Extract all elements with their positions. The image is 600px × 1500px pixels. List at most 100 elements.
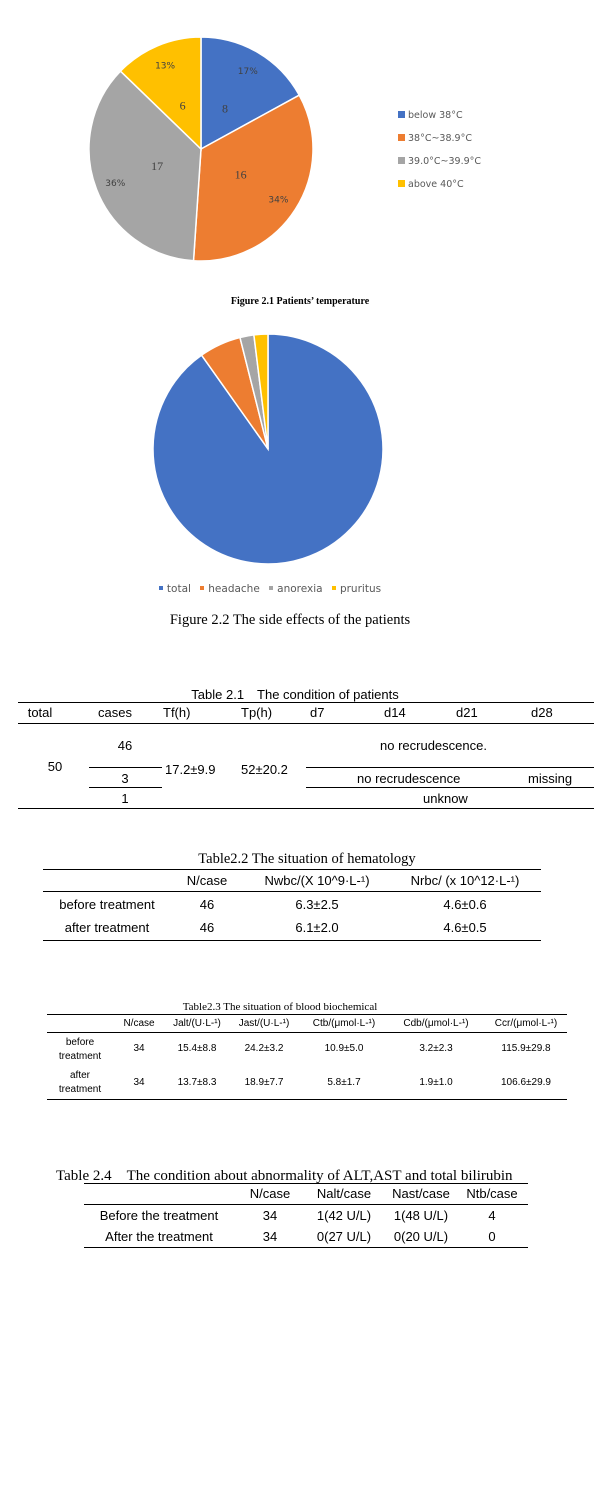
cell-ctb: 5.8±1.7 bbox=[327, 1077, 361, 1088]
cell-tp: 52±20.2 bbox=[241, 762, 288, 777]
status-rule-2 bbox=[306, 787, 594, 788]
legend-label: anorexia bbox=[277, 583, 323, 595]
pie-slice-above-40-c bbox=[119, 36, 202, 151]
legend-item-pruritus: pruritus bbox=[331, 583, 382, 595]
cell-cdb: 3.2±2.3 bbox=[419, 1043, 453, 1054]
cell-jast: 18.9±7.7 bbox=[244, 1077, 284, 1088]
cases-rule-2 bbox=[89, 787, 162, 788]
table-2-4: Table 2.4 The condition about abnormalit… bbox=[56, 1168, 528, 1248]
cell-nrbc: 4.6±0.5 bbox=[443, 920, 487, 935]
legend-item-headache: headache bbox=[200, 583, 260, 595]
cell-jalt: 13.7±8.3 bbox=[177, 1077, 217, 1088]
row-label: before treatment bbox=[59, 897, 155, 912]
header-ccr: Ccr/(μmol·L-¹) bbox=[494, 1018, 558, 1029]
cell-nwbc: 6.1±2.0 bbox=[295, 920, 339, 935]
cell-cases-1: 46 bbox=[117, 738, 133, 753]
legend-item-39-39.9: 39.0°C~39.9°C bbox=[398, 156, 481, 167]
header-tf: Tf(h) bbox=[163, 705, 191, 720]
header-nalt: Nalt/case bbox=[316, 1186, 372, 1201]
cell-nalt: 1(42 U/L) bbox=[316, 1208, 372, 1223]
pie-count-label: 16 bbox=[235, 167, 247, 181]
table-2-2: Table2.2 The situation of hematology N/c… bbox=[43, 851, 541, 941]
cases-rule-1 bbox=[89, 767, 162, 768]
cell-nast: 1(48 U/L) bbox=[393, 1208, 449, 1223]
figure-2-1-caption: Figure 2.1 Patients’ temperature bbox=[230, 296, 370, 307]
header-n-case: N/case bbox=[123, 1018, 155, 1029]
cell-jalt: 15.4±8.8 bbox=[177, 1043, 217, 1054]
legend-item-above-40: above 40°C bbox=[398, 179, 464, 190]
cell-nalt: 0(27 U/L) bbox=[316, 1229, 372, 1244]
cell-total: 50 bbox=[47, 759, 63, 774]
cell-cases-2: 3 bbox=[121, 771, 129, 786]
cell-jast: 24.2±3.2 bbox=[244, 1043, 284, 1054]
table-header-rule bbox=[47, 1032, 567, 1033]
status-rule-1 bbox=[306, 767, 594, 768]
table-2-1-title: Table 2.1 The condition of patients bbox=[191, 687, 399, 702]
header-d7: d7 bbox=[310, 705, 325, 720]
legend-dot-icon bbox=[269, 586, 274, 590]
header-nast: Nast/case bbox=[392, 1186, 450, 1201]
header-n-case: N/case bbox=[186, 873, 228, 888]
table-header-rule bbox=[18, 723, 594, 724]
legend-dot-icon bbox=[331, 586, 336, 590]
legend-label: 39.0°C~39.9°C bbox=[408, 156, 482, 167]
header-total: total bbox=[27, 705, 53, 720]
cell-n: 34 bbox=[262, 1229, 278, 1244]
legend-item-anorexia: anorexia bbox=[269, 583, 323, 595]
cell-tf: 17.2±9.9 bbox=[165, 762, 216, 777]
legend-swatch-icon bbox=[398, 180, 405, 187]
table-bottom-rule bbox=[18, 808, 594, 809]
row-label: Before the treatment bbox=[99, 1208, 219, 1223]
table-top-rule bbox=[47, 1014, 567, 1015]
table-2-2-title: Table2.2 The situation of hematology bbox=[198, 851, 416, 867]
table-2-1: Table 2.1 The condition of patients tota… bbox=[18, 687, 594, 809]
pie-slice-39-0-c-39-9-c bbox=[88, 70, 202, 262]
pie-percent-label: 17% bbox=[238, 67, 258, 77]
table-header-rule bbox=[84, 1204, 528, 1205]
cell-status-1: no recrudescence. bbox=[380, 738, 487, 753]
table-2-4-title: Table 2.4 The condition about abnormalit… bbox=[56, 1168, 513, 1184]
pie-slice-38-c-38-9-c bbox=[192, 94, 314, 262]
cell-nrbc: 4.6±0.6 bbox=[443, 897, 487, 912]
legend-label: pruritus bbox=[339, 583, 382, 595]
cell-n: 34 bbox=[133, 1043, 145, 1054]
cell-n: 46 bbox=[199, 920, 215, 935]
pie-slice-below-38-c bbox=[200, 36, 301, 151]
legend-label: below 38°C bbox=[408, 110, 463, 121]
cell-ccr: 106.6±29.9 bbox=[501, 1077, 551, 1088]
header-cases: cases bbox=[98, 705, 132, 720]
table-top-rule bbox=[18, 702, 594, 703]
cell-ccr: 115.9±29.8 bbox=[501, 1043, 551, 1054]
cell-status-2: no recrudescence bbox=[357, 771, 461, 786]
header-ntb: Ntb/case bbox=[466, 1186, 518, 1201]
legend-label: 38°C~38.9°C bbox=[408, 133, 472, 144]
side-effects-pie-chart bbox=[152, 333, 384, 565]
header-d21: d21 bbox=[456, 705, 478, 720]
legend-dot-icon bbox=[200, 586, 205, 590]
cell-nwbc: 6.3±2.5 bbox=[295, 897, 339, 912]
header-n-case: N/case bbox=[249, 1186, 291, 1201]
header-d14: d14 bbox=[384, 705, 406, 720]
table-bottom-rule bbox=[47, 1099, 567, 1100]
legend-item-below-38: below 38°C bbox=[398, 110, 463, 121]
pie-percent-label: 13% bbox=[155, 61, 175, 71]
pie-count-label: 8 bbox=[222, 102, 228, 116]
header-nwbc: Nwbc/(X 10^9·L-¹) bbox=[264, 873, 370, 888]
row-label: before treatment bbox=[58, 1037, 102, 1062]
cell-status-3: unknow bbox=[423, 791, 468, 806]
header-jast: Jast/(U·L-¹) bbox=[238, 1018, 290, 1029]
table-2-3: Table2.3 The situation of blood biochemi… bbox=[47, 1001, 567, 1100]
pie-count-label: 17 bbox=[151, 159, 163, 173]
header-d28: d28 bbox=[531, 705, 553, 720]
table-bottom-rule bbox=[43, 940, 541, 941]
legend-label: total bbox=[166, 583, 191, 595]
row-label: after treatment bbox=[58, 1070, 102, 1095]
header-nrbc: Nrbc/ (x 10^12·L-¹) bbox=[410, 873, 520, 888]
pie-percent-label: 36% bbox=[105, 179, 125, 189]
header-jalt: Jalt/(U·L-¹) bbox=[173, 1018, 221, 1029]
cell-ctb: 10.9±5.0 bbox=[324, 1043, 364, 1054]
header-cdb: Cdb/(μmol·L-¹) bbox=[403, 1018, 469, 1029]
legend-dot-icon bbox=[158, 586, 163, 590]
cell-n: 34 bbox=[133, 1077, 145, 1088]
row-label: After the treatment bbox=[105, 1229, 213, 1244]
